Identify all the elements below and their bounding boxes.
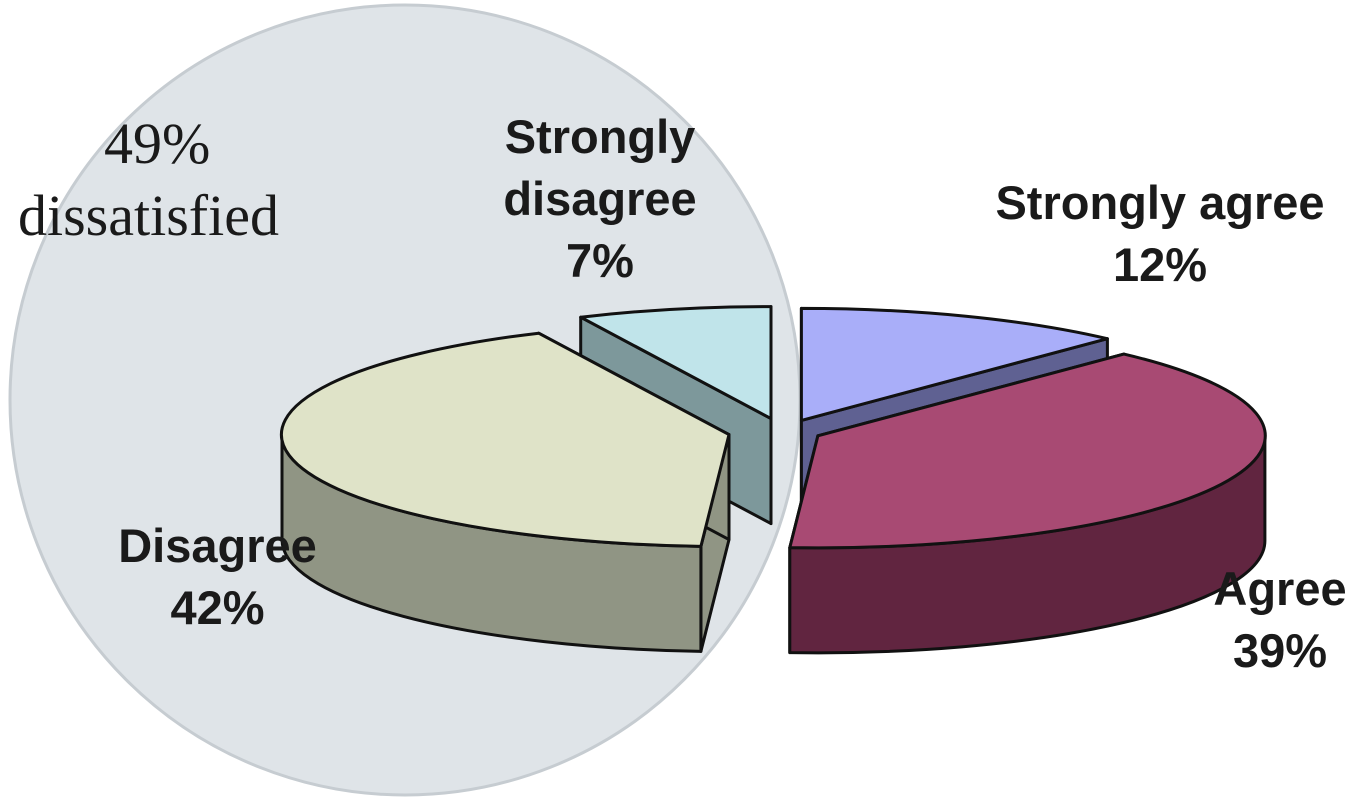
label-strongly-agree: Strongly agree 12%: [955, 172, 1365, 296]
dissatisfied-percent: 49%: [104, 111, 211, 176]
label-disagree-name: Disagree: [118, 519, 317, 572]
label-strongly-disagree: Strongly disagree 7%: [470, 106, 730, 292]
label-agree-percent: 39%: [1232, 624, 1328, 677]
label-strongly-agree-name: Strongly agree: [995, 176, 1325, 229]
slice-strongly-agree-top: [799, 306, 1109, 422]
label-agree: Agree 39%: [1195, 558, 1365, 682]
slice-disagree: [279, 331, 731, 653]
slice-agree: [788, 352, 1267, 655]
label-agree-name: Agree: [1213, 562, 1347, 615]
label-strongly-agree-percent: 12%: [1112, 238, 1208, 291]
label-strongly-disagree-percent: 7%: [566, 234, 634, 287]
dissatisfied-callout: 49% dissatisfied: [18, 108, 279, 252]
slice-disagree-top: [279, 331, 731, 548]
dissatisfied-label: dissatisfied: [18, 183, 279, 248]
slice-agree-top: [788, 352, 1267, 550]
slice-strongly-disagree-top: [579, 305, 773, 421]
pie-slices: [279, 305, 1267, 655]
label-strongly-disagree-name: Strongly disagree: [503, 110, 697, 225]
label-disagree: Disagree 42%: [95, 515, 340, 639]
label-disagree-percent: 42%: [170, 581, 265, 634]
